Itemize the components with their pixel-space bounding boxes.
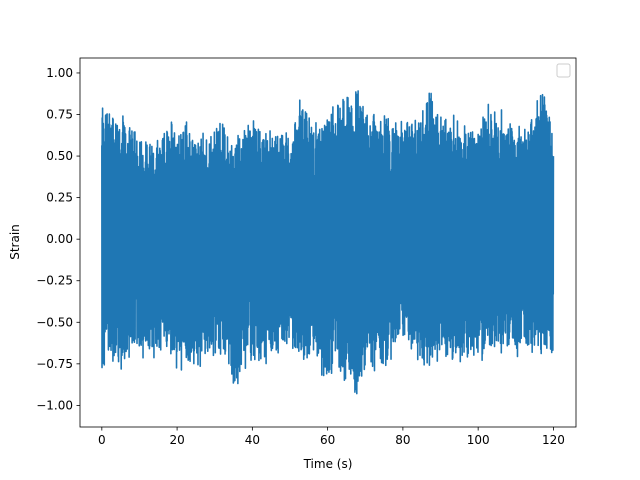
strain-series-line: [101, 90, 555, 395]
x-axis-label: Time (s): [303, 457, 353, 471]
x-tick-label: 120: [542, 433, 565, 447]
y-axis: −1.00 −0.75 −0.50 −0.25 0.00 0.25 0.50 0.75 1.00: [36, 66, 80, 412]
y-axis-label: Strain: [8, 224, 22, 260]
x-tick-label: 20: [169, 433, 184, 447]
x-tick-label: 40: [245, 433, 260, 447]
y-tick-label: −0.50: [36, 315, 73, 329]
y-tick-label: 0.75: [46, 108, 73, 122]
x-tick-label: 0: [98, 433, 106, 447]
x-tick-label: 60: [320, 433, 335, 447]
y-tick-label: −0.75: [36, 357, 73, 371]
x-tick-label: 80: [395, 433, 410, 447]
y-tick-label: 0.25: [46, 191, 73, 205]
y-tick-label: 0.50: [46, 149, 73, 163]
legend-box: [556, 63, 571, 78]
y-tick-label: −0.25: [36, 274, 73, 288]
x-axis: 0 20 40 60 80 100 120: [98, 427, 565, 447]
y-tick-label: −1.00: [36, 398, 73, 412]
series-layer: [101, 90, 555, 395]
y-tick-label: 0.00: [46, 232, 73, 246]
x-tick-label: 100: [467, 433, 490, 447]
y-tick-label: 1.00: [46, 66, 73, 80]
